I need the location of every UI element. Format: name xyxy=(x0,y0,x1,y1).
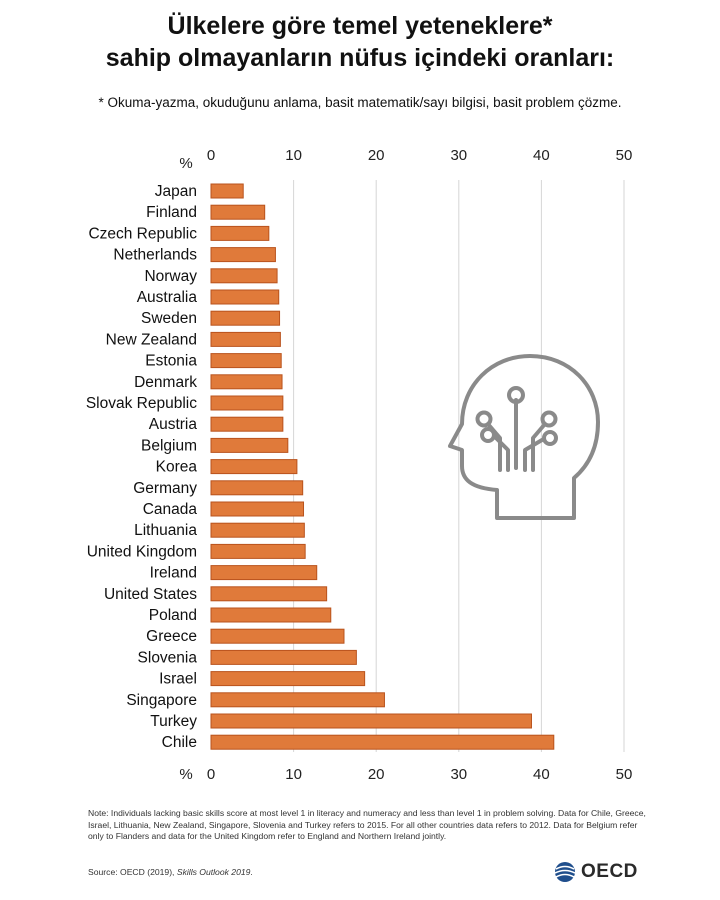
category-label-australia: Australia xyxy=(137,289,198,306)
bar-slovenia xyxy=(210,649,357,665)
bar-singapore xyxy=(210,692,385,708)
category-label-united-states: United States xyxy=(104,586,197,603)
category-label-belgium: Belgium xyxy=(141,437,197,454)
tick-label-top-50: 50 xyxy=(616,147,633,164)
bar-norway xyxy=(210,268,278,284)
bar-ireland xyxy=(210,565,318,581)
oecd-logo-text: OECD xyxy=(581,861,638,882)
category-label-norway: Norway xyxy=(144,268,197,285)
bar-poland xyxy=(210,607,332,623)
tick-label-bottom-30: 30 xyxy=(450,766,467,783)
bar-belgium xyxy=(210,437,289,453)
bar-greece xyxy=(210,628,345,644)
bar-israel xyxy=(210,671,366,687)
source-title: Skills Outlook 2019 xyxy=(176,867,251,877)
tick-label-top-0: 0 xyxy=(207,147,215,164)
category-label-sweden: Sweden xyxy=(141,310,197,327)
category-label-korea: Korea xyxy=(156,459,198,476)
tick-label-top-40: 40 xyxy=(533,147,550,164)
bar-chart: Japan Finland Czech Republic Netherlands Nor… xyxy=(86,147,633,783)
category-label-turkey: Turkey xyxy=(150,713,197,730)
footnote: Note: Individuals lacking basic skills s… xyxy=(88,808,646,841)
globe-icon xyxy=(554,862,576,882)
category-label-singapore: Singapore xyxy=(126,692,197,709)
bar-finland xyxy=(210,204,266,220)
tick-label-bottom-40: 40 xyxy=(533,766,550,783)
category-label-israel: Israel xyxy=(159,671,197,688)
category-label-finland: Finland xyxy=(146,204,197,221)
tick-label-top-20: 20 xyxy=(368,147,385,164)
bar-lithuania xyxy=(210,522,305,538)
head-circuit-icon xyxy=(448,354,600,520)
bar-japan xyxy=(210,183,244,199)
bar-canada xyxy=(210,501,305,517)
bar-united-kingdom xyxy=(210,543,306,559)
source-prefix: Source: OECD (2019), xyxy=(88,867,177,877)
chart-subtitle: * Okuma-yazma, okuduğunu anlama, basit m… xyxy=(98,95,622,110)
category-labels: Japan Finland Czech Republic Netherlands Nor… xyxy=(86,183,198,751)
chart-title: Ülkelere göre temel yeteneklere* sahip o… xyxy=(0,10,720,74)
category-label-czech-republic: Czech Republic xyxy=(88,225,197,242)
top-axis-ticks: 0 10 20 30 40 50 xyxy=(207,147,633,164)
category-label-netherlands: Netherlands xyxy=(113,247,197,264)
bottom-axis-ticks: 0 10 20 30 40 50 xyxy=(207,766,633,783)
bar-netherlands xyxy=(210,247,276,263)
bar-austria xyxy=(210,416,284,432)
category-label-japan: Japan xyxy=(155,183,197,200)
bar-united-states xyxy=(210,586,328,602)
category-label-slovak-republic: Slovak Republic xyxy=(86,395,197,412)
category-label-greece: Greece xyxy=(146,628,197,645)
axis-unit-label-top: % xyxy=(179,155,192,172)
bar-czech-republic xyxy=(210,225,270,241)
tick-label-bottom-50: 50 xyxy=(616,766,633,783)
category-label-united-kingdom: United Kingdom xyxy=(87,543,197,560)
tick-label-bottom-0: 0 xyxy=(207,766,215,783)
category-label-ireland: Ireland xyxy=(150,565,197,582)
category-label-canada: Canada xyxy=(143,501,198,518)
bar-new-zealand xyxy=(210,331,281,347)
bar-denmark xyxy=(210,374,283,390)
category-label-slovenia: Slovenia xyxy=(138,649,198,666)
category-label-estonia: Estonia xyxy=(145,353,197,370)
bar-turkey xyxy=(210,713,532,729)
tick-label-bottom-20: 20 xyxy=(368,766,385,783)
axis-unit-label-bottom: % xyxy=(179,766,192,783)
oecd-logo: OECD xyxy=(552,860,638,884)
source-suffix: . xyxy=(250,867,253,877)
title-line-1: Ülkelere göre temel yeteneklere* xyxy=(167,12,553,40)
bar-germany xyxy=(210,480,304,496)
category-label-denmark: Denmark xyxy=(134,374,197,391)
gridlines xyxy=(293,180,625,752)
tick-label-bottom-10: 10 xyxy=(285,766,302,783)
source-citation: Source: OECD (2019), Skills Outlook 2019… xyxy=(88,867,253,877)
tick-label-top-30: 30 xyxy=(450,147,467,164)
title-line-2: sahip olmayanların nüfus içindeki oranla… xyxy=(105,44,615,72)
bar-australia xyxy=(210,289,280,305)
category-label-poland: Poland xyxy=(149,607,197,624)
bar-slovak-republic xyxy=(210,395,284,411)
bar-korea xyxy=(210,459,298,475)
bars xyxy=(210,183,555,750)
category-label-lithuania: Lithuania xyxy=(134,522,197,539)
category-label-new-zealand: New Zealand xyxy=(106,331,197,348)
category-label-germany: Germany xyxy=(133,480,197,497)
bar-estonia xyxy=(210,353,282,369)
bar-sweden xyxy=(210,310,281,326)
category-label-chile: Chile xyxy=(162,734,197,751)
tick-label-top-10: 10 xyxy=(285,147,302,164)
bar-chile xyxy=(210,734,555,750)
category-label-austria: Austria xyxy=(149,416,198,433)
